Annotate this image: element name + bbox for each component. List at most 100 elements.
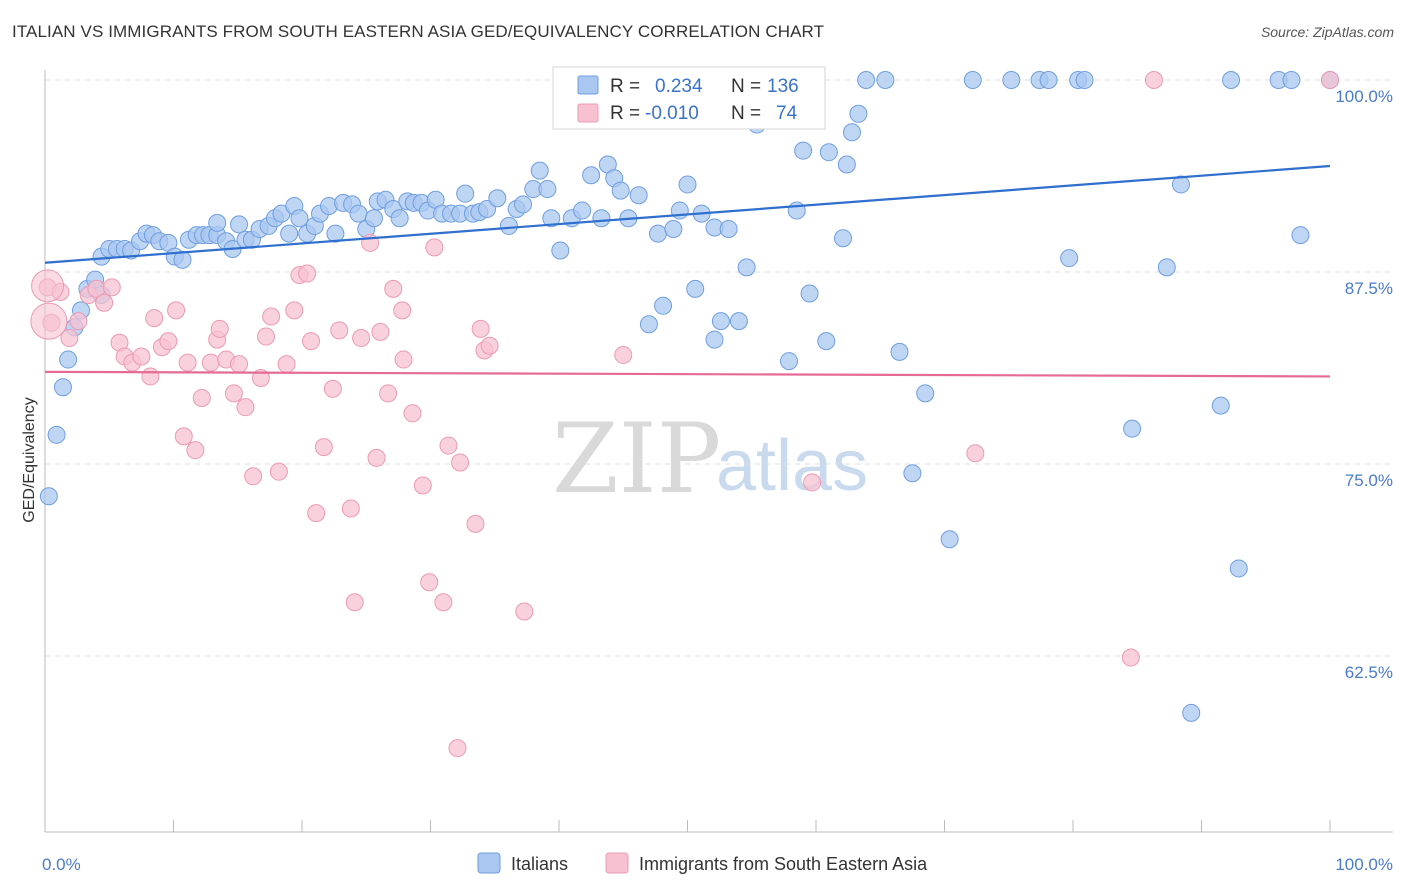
- italians-point: [499, 216, 518, 235]
- sea-point: [192, 388, 211, 407]
- y-tick-label: 75.0%: [1345, 471, 1393, 490]
- italians-point: [1291, 226, 1310, 245]
- sea-point: [614, 345, 633, 364]
- sea-point: [434, 593, 453, 612]
- sea-point: [178, 353, 197, 372]
- sea-point: [1144, 71, 1163, 89]
- sea-point: [403, 404, 422, 423]
- italians-point: [1039, 71, 1058, 89]
- y-tick-label: 62.5%: [1345, 663, 1393, 682]
- sea-point: [141, 367, 160, 386]
- italians-point: [230, 215, 249, 234]
- italians-point: [890, 342, 909, 361]
- italians-point: [780, 352, 799, 371]
- italians-point: [940, 530, 959, 549]
- sea-n-label: N =: [731, 103, 761, 124]
- chart-title: ITALIAN VS IMMIGRANTS FROM SOUTH EASTERN…: [12, 22, 825, 41]
- sea-point: [251, 368, 270, 387]
- stats-legend: R = 0.234 N = 136 R = -0.010 N = 74: [552, 66, 826, 130]
- sea-point: [367, 448, 386, 467]
- italians-n-label: N =: [731, 76, 761, 97]
- italians-point: [551, 241, 570, 260]
- italians-point: [857, 71, 876, 89]
- bottom-legend: Italians Immigrants from South Eastern A…: [477, 852, 928, 874]
- italians-point: [719, 219, 738, 238]
- sea-r-label: R =: [610, 103, 640, 124]
- sea-point: [159, 332, 178, 351]
- sea-point-large: [30, 302, 68, 340]
- italians-point: [592, 209, 611, 228]
- italians-point: [639, 315, 658, 334]
- italians-point: [629, 186, 648, 205]
- italians-point: [530, 161, 549, 180]
- sea-point: [257, 327, 276, 346]
- sea-point: [1321, 71, 1339, 89]
- italians-point: [729, 312, 748, 331]
- italians-r-value: 0.234: [655, 76, 703, 97]
- italians-point: [582, 166, 601, 185]
- sea-point-large: [31, 269, 65, 303]
- italians-point: [678, 175, 697, 194]
- italians-point: [1282, 71, 1301, 89]
- italians-point: [326, 224, 345, 243]
- sea-point: [167, 301, 186, 320]
- legend-sea-label: Immigrants from South Eastern Asia: [639, 854, 928, 874]
- sea-point: [277, 355, 296, 374]
- italians-point: [654, 296, 673, 315]
- gridlines: [45, 79, 1393, 657]
- sea-point: [345, 593, 364, 612]
- italians-r-label: R =: [610, 76, 640, 97]
- sea-swatch: [577, 103, 599, 123]
- italians-point: [916, 384, 935, 403]
- sea-point: [352, 329, 371, 348]
- sea-point: [269, 462, 288, 481]
- italians-point: [456, 184, 475, 203]
- italians-point: [208, 213, 227, 232]
- italians-point: [390, 209, 409, 228]
- italians-swatch: [577, 75, 599, 95]
- trend-lines: [44, 164, 1331, 378]
- watermark-zip: ZIP: [552, 403, 721, 515]
- sea-point: [466, 514, 485, 533]
- x-tick-label-max: 100.0%: [1335, 855, 1393, 874]
- italians-point: [837, 155, 856, 174]
- italians-point: [538, 180, 557, 199]
- sea-point: [102, 278, 121, 297]
- italians-point: [542, 209, 561, 228]
- italians-point: [53, 378, 72, 397]
- legend-sea-swatch: [605, 852, 629, 874]
- sea-point: [210, 319, 229, 338]
- italians-point: [290, 209, 309, 228]
- sea-trend-line: [44, 370, 1331, 378]
- sea-point: [95, 293, 114, 312]
- sea-point: [60, 329, 79, 348]
- sea-n-value: 74: [776, 103, 798, 124]
- italians-point: [664, 219, 683, 238]
- italians-point: [819, 143, 838, 162]
- sea-point: [301, 332, 320, 351]
- sea-point: [379, 384, 398, 403]
- italians-point: [817, 332, 836, 351]
- sea-point: [480, 336, 499, 355]
- sea-point: [471, 319, 490, 338]
- sea-point: [285, 301, 304, 320]
- sea-point: [201, 353, 220, 372]
- italians-point: [648, 224, 667, 243]
- sea-point: [1121, 648, 1140, 667]
- legend-italians-swatch: [477, 852, 501, 874]
- italians-trend-line: [44, 164, 1331, 264]
- italians-point: [488, 189, 507, 208]
- sea-point: [384, 279, 403, 298]
- italians-point: [842, 123, 861, 142]
- italians-point: [1171, 175, 1190, 194]
- sea-point: [145, 309, 164, 328]
- italians-point: [903, 464, 922, 483]
- italians-point: [349, 204, 368, 223]
- sea-point: [425, 238, 444, 257]
- sea-point: [314, 438, 333, 457]
- italians-point: [39, 487, 58, 506]
- italians-point: [1222, 71, 1241, 89]
- italians-point: [705, 330, 724, 349]
- sea-point: [224, 384, 243, 403]
